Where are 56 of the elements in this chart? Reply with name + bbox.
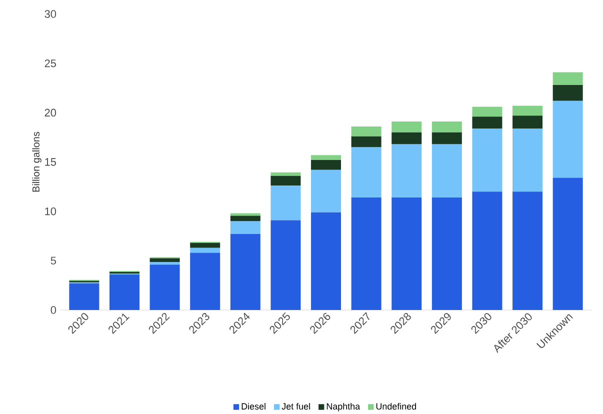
bar: [190, 252, 220, 310]
y-tick-label: 30: [44, 10, 56, 18]
bar: [311, 155, 342, 160]
bar: [150, 258, 180, 262]
bar: [512, 192, 543, 310]
y-tick-label: 15: [45, 158, 56, 166]
y-tick-label: 5: [50, 256, 56, 264]
bar: [270, 172, 301, 176]
bar: [512, 106, 543, 116]
bar: [512, 116, 543, 128]
y-tick-label: 20: [44, 108, 56, 117]
bar: [150, 262, 180, 265]
bar: [552, 100, 583, 178]
bar: [472, 116, 502, 128]
bar: [230, 234, 260, 310]
bar: [190, 248, 220, 253]
bar: [472, 128, 502, 192]
bar: [351, 147, 382, 198]
bar: [311, 170, 342, 212]
bar: [432, 144, 462, 198]
bar: [552, 72, 583, 86]
bar: [190, 242, 220, 248]
bar: [270, 186, 301, 220]
bar: [351, 126, 382, 136]
bar: [150, 264, 180, 310]
bar: [512, 128, 543, 192]
bar: [432, 122, 462, 132]
bar: [311, 160, 342, 170]
bar: [351, 198, 382, 310]
y-axis-title: Billion gallons: [32, 132, 42, 192]
bar: [230, 221, 260, 234]
y-tick-label: 10: [45, 207, 56, 216]
bar: [311, 212, 342, 310]
bar: [109, 274, 140, 310]
legend-label: Naphtha: [326, 402, 360, 412]
bar: [351, 136, 382, 148]
bar: [230, 213, 260, 216]
bar: [552, 178, 583, 310]
bar: [392, 198, 422, 310]
legend-label: Diesel: [242, 402, 266, 410]
bar: [432, 198, 462, 310]
bar: [552, 85, 583, 101]
bar: [270, 220, 301, 310]
y-tick-label: 25: [44, 59, 56, 68]
bar: [69, 283, 100, 310]
bar: [392, 132, 422, 144]
y-tick-label: 0: [50, 306, 56, 314]
bar: [392, 144, 422, 198]
bar: [270, 176, 301, 186]
legend-label: Undefined: [376, 402, 416, 410]
bar: [432, 132, 462, 144]
bar: [472, 192, 502, 310]
bar: [472, 106, 502, 117]
bar: [230, 216, 260, 222]
legend-label: Jet fuel: [282, 402, 310, 410]
bar: [392, 122, 422, 132]
